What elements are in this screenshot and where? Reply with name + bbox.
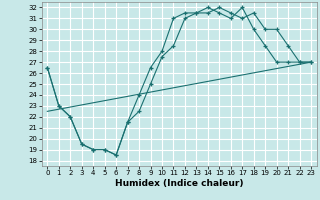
X-axis label: Humidex (Indice chaleur): Humidex (Indice chaleur) <box>115 179 244 188</box>
